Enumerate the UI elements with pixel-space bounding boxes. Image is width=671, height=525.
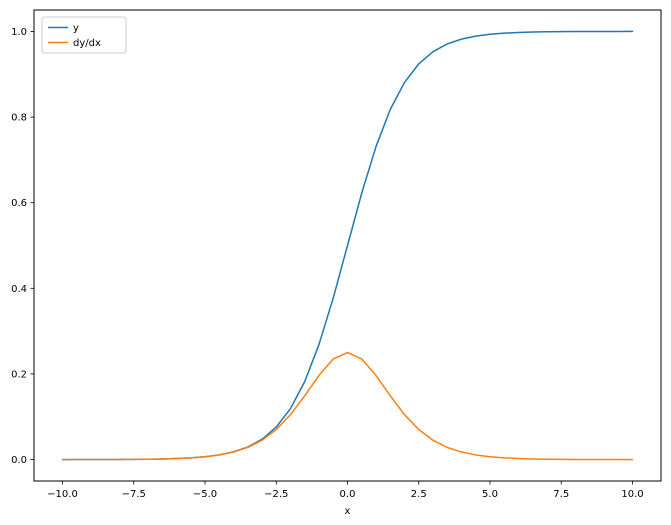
- x-tick-label: −10.0: [47, 489, 78, 500]
- plot-border: [33, 9, 662, 482]
- legend: y dy/dx: [41, 16, 127, 54]
- x-tick-label: −2.5: [264, 489, 288, 500]
- x-tick-label: −5.0: [193, 489, 217, 500]
- y-tick-label: 1.0: [11, 27, 27, 38]
- x-tick-label: 5.0: [482, 489, 498, 500]
- y-tick-label: 0.4: [11, 284, 27, 295]
- legend-entry-label: y: [73, 23, 79, 34]
- series-line-dy-dx: [61, 351, 634, 461]
- x-tick-label: 10.0: [621, 489, 643, 500]
- x-tick-label: −7.5: [122, 489, 146, 500]
- legend-box: [41, 16, 127, 54]
- y-tick-label: 0.6: [11, 198, 27, 209]
- series-line-y: [61, 30, 634, 461]
- legend-entry-label: dy/dx: [73, 38, 101, 49]
- y-tick-label: 0.0: [11, 455, 27, 466]
- x-tick-label: 7.5: [553, 489, 569, 500]
- y-tick-label: 0.8: [11, 113, 27, 124]
- x-axis-label: x: [345, 506, 351, 517]
- x-tick-label: 2.5: [411, 489, 427, 500]
- x-tick-label: 0.0: [340, 489, 356, 500]
- y-tick-label: 0.2: [11, 369, 27, 380]
